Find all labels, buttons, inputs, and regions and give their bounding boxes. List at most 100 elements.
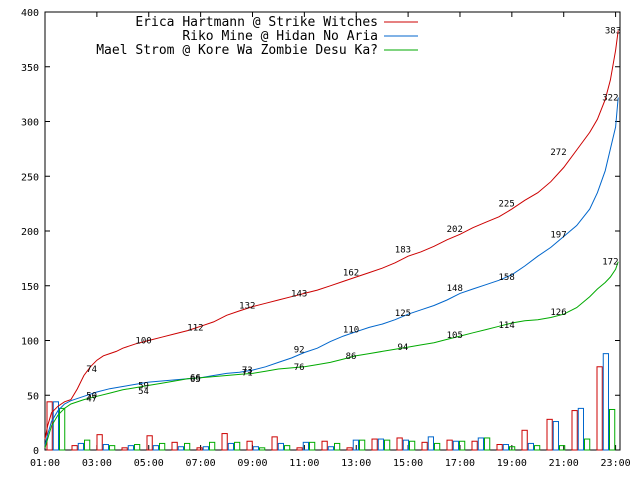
hourly-bar-red — [196, 447, 203, 451]
hourly-bar-red — [596, 366, 603, 451]
hourly-bar-blue — [602, 353, 609, 451]
data-label: 125 — [395, 309, 411, 319]
x-tick-label: 01:00 — [30, 458, 60, 469]
data-label: 86 — [346, 352, 357, 362]
x-tick-label: 09:00 — [237, 458, 267, 469]
series-lines — [44, 30, 619, 448]
hourly-bar-red — [396, 437, 403, 451]
hourly-bar-green — [109, 445, 116, 451]
data-label: 143 — [291, 289, 307, 299]
data-label: 383 — [605, 27, 621, 37]
y-tick-label: 150 — [21, 282, 39, 293]
hourly-bar-red — [221, 433, 228, 451]
hourly-bar-blue — [127, 445, 134, 451]
data-label: 105 — [447, 331, 463, 341]
hourly-bar-green — [284, 445, 291, 451]
x-tick-label: 17:00 — [445, 458, 475, 469]
y-tick-label: 50 — [27, 391, 39, 402]
hourly-bar-green — [134, 444, 141, 451]
hourly-bar-blue — [177, 446, 184, 451]
hourly-bar-red — [246, 440, 253, 451]
x-tick-label: 05:00 — [134, 458, 164, 469]
hourly-bar-blue — [502, 444, 509, 451]
hourly-bar-blue — [227, 442, 234, 451]
data-label: 114 — [499, 321, 515, 331]
x-tick-label: 11:00 — [289, 458, 319, 469]
legend-label-1: Riko Mine @ Hidan No Aria — [182, 29, 378, 44]
x-tick-label: 23:00 — [601, 458, 631, 469]
hourly-bar-green — [159, 442, 166, 451]
hourly-bar-green — [359, 439, 366, 451]
legend-label-0: Erica Hartmann @ Strike Witches — [135, 15, 378, 30]
x-tick-label: 19:00 — [497, 458, 527, 469]
y-tick-label: 350 — [21, 63, 39, 74]
hourly-bar-red — [171, 441, 178, 451]
data-label: 183 — [395, 246, 411, 256]
hourly-bar-green — [209, 441, 216, 451]
hourly-bar-green — [234, 441, 241, 451]
hourly-bar-blue — [302, 441, 309, 451]
hourly-bar-red — [146, 435, 153, 451]
hourly-bar-blue — [377, 438, 384, 451]
data-label: 71 — [242, 368, 253, 378]
hourly-bar-green — [409, 440, 416, 451]
hourly-bar-red — [496, 444, 503, 451]
hourly-bar-red — [571, 410, 578, 451]
data-label: 202 — [447, 225, 463, 235]
x-tick-label: 03:00 — [82, 458, 112, 469]
x-tick-label: 07:00 — [186, 458, 216, 469]
hourly-bar-green — [434, 442, 441, 451]
data-label: 132 — [239, 301, 255, 311]
data-label: 148 — [447, 284, 463, 294]
data-label: 92 — [294, 345, 305, 355]
hourly-bar-red — [71, 445, 78, 451]
data-label: 47 — [86, 395, 97, 405]
hourly-bar-red — [421, 441, 428, 451]
hourly-bar-red — [446, 439, 453, 451]
hourly-bar-blue — [527, 442, 534, 451]
hourly-bar-blue — [102, 444, 109, 451]
y-tick-label: 200 — [21, 227, 39, 238]
hourly-bar-green — [484, 437, 491, 451]
hourly-bar-green — [334, 442, 341, 451]
data-label: 76 — [294, 363, 305, 373]
hourly-bar-blue — [277, 442, 284, 451]
data-label: 66 — [190, 374, 201, 384]
hourly-bar-green — [84, 439, 91, 451]
legend-label-2: Mael Strom @ Kore Wa Zombie Desu Ka? — [96, 43, 378, 58]
y-tick-label: 100 — [21, 337, 39, 348]
hourly-bar-green — [184, 442, 191, 451]
data-label: 162 — [343, 269, 359, 279]
hourly-bar-green — [309, 441, 316, 451]
axes: 0 50 100 150 200 250 300 350 400 01:00 03:00 05:00 0… — [21, 8, 631, 469]
hourly-bar-red — [371, 438, 378, 451]
hourly-bar-blue — [352, 439, 359, 451]
hourly-bars — [46, 353, 616, 451]
data-label: 112 — [187, 323, 203, 333]
data-label: 100 — [135, 337, 151, 347]
hourly-bar-green — [259, 447, 266, 451]
data-label: 54 — [138, 387, 149, 397]
hourly-bar-green — [584, 438, 591, 451]
hourly-bar-green — [509, 446, 516, 451]
hourly-bar-red — [121, 447, 128, 451]
hourly-bar-green — [559, 445, 566, 451]
hourly-bar-red — [321, 440, 328, 451]
hourly-bar-red — [46, 401, 53, 451]
hourly-bar-red — [546, 418, 553, 451]
hourly-bar-blue — [202, 446, 209, 451]
data-label: 74 — [86, 365, 97, 375]
series-line-1 — [44, 97, 619, 446]
data-label: 110 — [343, 326, 359, 336]
y-tick-label: 0 — [33, 446, 39, 457]
hourly-bar-blue — [77, 442, 84, 451]
series-line-2 — [44, 261, 619, 448]
data-label: 158 — [499, 273, 515, 283]
data-label: 225 — [499, 200, 515, 210]
hourly-bar-green — [534, 445, 541, 451]
y-tick-label: 300 — [21, 118, 39, 129]
data-label: 172 — [602, 258, 618, 268]
plot-frame — [44, 11, 621, 451]
data-label: 197 — [550, 230, 566, 240]
